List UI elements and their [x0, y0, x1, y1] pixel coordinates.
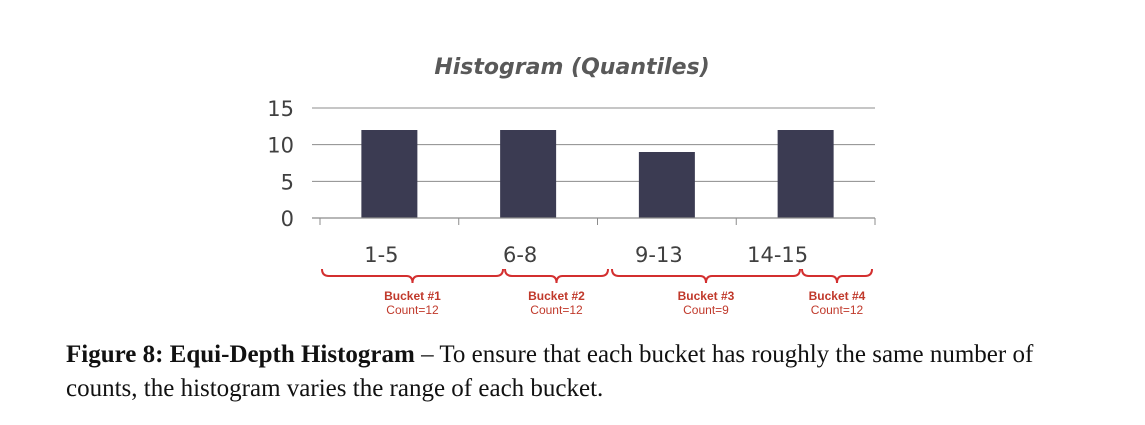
x-tick-label: 9-13 [635, 243, 683, 267]
bucket-count: Count=12 [811, 303, 864, 317]
caption-text: – To ensure that each bucket has roughly… [66, 341, 1034, 402]
bar-14-15 [777, 130, 834, 218]
bucket-name: Bucket #4 [809, 289, 866, 303]
y-tick-label: 15 [267, 97, 294, 121]
x-tick-label: 14-15 [747, 243, 808, 267]
bar-6-8 [500, 130, 557, 218]
bucket-count: Count=12 [530, 303, 583, 317]
bucket-name: Bucket #1 [384, 289, 441, 303]
y-tick-label: 10 [267, 134, 294, 158]
bucket-brace [801, 268, 873, 284]
figure-caption: Figure 8: Equi-Depth Histogram – To ensu… [66, 338, 1086, 406]
axis-layer: 0 5 10 15 1-5 6-8 9-13 14-15 [267, 97, 876, 267]
bucket-name: Bucket #3 [678, 289, 735, 303]
x-tick-label: 1-5 [364, 243, 398, 267]
bucket-brace [321, 268, 504, 284]
bar-9-13 [638, 152, 695, 218]
bar-1-5 [361, 130, 418, 218]
y-tick-label: 5 [281, 170, 294, 194]
caption-label: Figure 8: Equi-Depth Histogram [66, 341, 415, 368]
histogram-chart: Histogram (Quantiles) 0 5 10 15 1-5 6-8 9-13 14… [267, 55, 876, 317]
bucket-brace [611, 268, 801, 284]
bucket-count: Count=12 [386, 303, 439, 317]
x-tick-label: 6-8 [503, 243, 537, 267]
bar-layer [361, 130, 834, 218]
bucket-brace [504, 268, 609, 284]
y-tick-label: 0 [281, 207, 294, 231]
bucket-count: Count=9 [683, 303, 729, 317]
chart-title: Histogram (Quantiles) [434, 55, 709, 80]
bucket-name: Bucket #2 [528, 289, 585, 303]
